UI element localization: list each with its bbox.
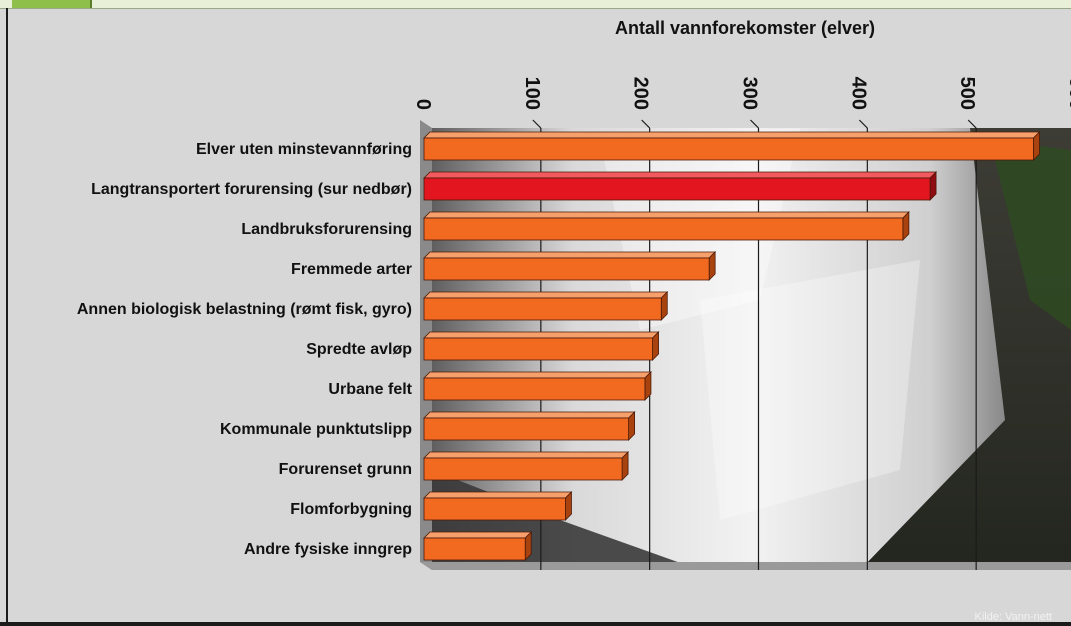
bars	[423, 131, 1041, 561]
x-axis-ticks: 0 100 200 300 400 500 600	[412, 77, 1071, 110]
source-note: Kilde: Vann-nett	[975, 611, 1052, 623]
bar	[423, 211, 910, 241]
bar	[423, 491, 573, 521]
category-label: Langtransportert forurensing (sur nedbør…	[91, 181, 412, 198]
category-label: Fremmede arter	[291, 261, 412, 278]
x-tick-label: 100	[521, 77, 543, 110]
category-label: Forurenset grunn	[279, 461, 412, 478]
plot-floor	[420, 562, 1071, 570]
bar	[423, 371, 652, 401]
category-label: Flomforbygning	[290, 501, 412, 518]
chart-title: Antall vannforekomster (elver)	[615, 18, 875, 38]
category-label: Annen biologisk belastning (rømt fisk, g…	[77, 301, 412, 318]
gridline-connector	[858, 119, 868, 129]
bar	[423, 331, 660, 361]
gridline-connector	[641, 119, 651, 129]
bar	[423, 451, 630, 481]
left-border-line	[6, 8, 8, 626]
category-label: Elver uten minstevannføring	[196, 141, 412, 158]
gridline-connector	[967, 119, 977, 129]
category-label: Kommunale punktutslipp	[220, 421, 412, 438]
x-tick-label: 200	[630, 77, 652, 110]
x-tick-label: 500	[956, 77, 978, 110]
bar	[423, 531, 533, 561]
category-label: Spredte avløp	[306, 341, 412, 358]
bar	[423, 411, 636, 441]
category-labels: Elver uten minstevannføring Langtransport…	[77, 141, 413, 558]
gridline-connector	[532, 119, 542, 129]
category-label: Landbruksforurensing	[241, 221, 412, 238]
x-tick-label: 400	[847, 77, 869, 110]
gridline-connector	[750, 119, 759, 129]
bar	[423, 131, 1041, 161]
bar	[423, 251, 717, 281]
bottom-border-line	[0, 622, 1071, 626]
top-header-accent	[12, 0, 92, 8]
x-tick-label: 300	[739, 77, 761, 110]
top-header-strip	[0, 0, 1071, 9]
x-tick-label: 600	[1065, 77, 1071, 110]
category-label: Andre fysiske inngrep	[244, 541, 412, 558]
bar	[423, 171, 938, 201]
category-label: Urbane felt	[328, 381, 412, 398]
bar	[423, 291, 669, 321]
x-tick-label: 0	[412, 99, 434, 110]
